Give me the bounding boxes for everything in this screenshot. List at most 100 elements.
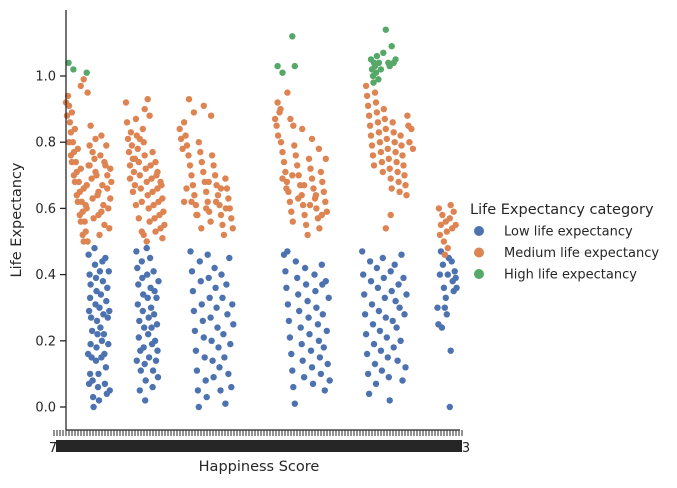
data-point [382,125,389,133]
data-point [372,380,380,387]
data-point [195,403,202,411]
data-point [219,294,226,301]
data-point [304,231,311,239]
data-point [390,344,397,351]
data-point [203,205,210,212]
data-point [440,284,448,291]
data-point [398,142,405,149]
data-point [100,331,108,338]
data-point [155,278,162,285]
data-point [197,148,204,156]
data-point [315,145,323,152]
data-point [300,182,308,189]
data-point [88,175,95,182]
data-point [288,350,295,358]
data-point [370,340,378,348]
data-point [387,211,394,219]
data-point [392,56,399,63]
data-point [101,350,108,358]
data-point [205,274,212,282]
data-point [208,152,216,159]
data-point [298,340,305,348]
data-point [131,155,139,162]
data-point [277,105,284,113]
legend-entries: Low life expectancy Medium life expectanc… [474,225,659,283]
data-point [136,135,143,143]
data-point [93,344,100,351]
data-point [366,122,374,129]
data-point [107,165,114,172]
data-point [209,357,216,364]
data-point [143,238,150,245]
data-point [84,350,92,358]
data-point [308,364,316,371]
data-point [83,182,90,189]
data-point [91,155,98,162]
data-point [452,274,459,282]
data-point [92,357,100,364]
data-point [185,152,192,159]
data-point [108,178,115,186]
legend-marker [474,226,484,236]
x-tick-label-last: 3 [462,441,470,456]
data-point [441,304,448,311]
data-point [366,258,374,265]
data-point [365,112,373,119]
data-point [211,172,219,179]
data-point [318,261,325,268]
data-point [105,268,113,275]
data-point [89,195,96,202]
data-point [326,377,333,384]
data-point [295,195,302,202]
data-point [189,287,197,295]
data-point [322,155,329,162]
data-point [291,142,298,149]
data-point [323,208,330,215]
data-point [292,152,299,159]
data-point [320,188,327,195]
data-point [217,185,225,192]
data-point [379,168,386,176]
data-point [138,198,145,205]
data-point [104,314,112,321]
data-point [126,162,134,169]
data-point [183,185,190,192]
data-point [186,162,194,169]
data-point [222,400,229,407]
data-point [444,271,451,278]
data-point [134,145,141,152]
data-point [309,380,317,387]
data-point [230,321,237,328]
data-point [141,105,148,113]
data-point [218,271,225,278]
data-point [300,374,308,381]
data-point [437,221,445,229]
data-point [122,99,130,106]
data-point [132,201,140,209]
data-point [177,135,185,143]
data-point [399,377,406,384]
data-point [86,370,94,378]
data-point [306,201,314,209]
data-point [86,294,94,301]
data-point [106,307,113,315]
data-point [383,135,390,143]
data-point [198,225,205,232]
data-point [151,215,158,222]
data-point [380,105,387,113]
data-point [367,132,375,139]
data-point [365,390,373,397]
data-point [187,248,194,255]
data-point [307,165,314,172]
data-point [374,119,382,126]
y-tick-label: 0.2 [35,334,56,349]
data-point [308,135,316,143]
data-point [214,324,221,331]
data-point [375,129,383,136]
x-axis-title: Happiness Score [199,459,320,475]
data-point [95,397,103,404]
data-point [360,271,367,278]
data-point [322,198,329,205]
data-point [154,347,161,354]
